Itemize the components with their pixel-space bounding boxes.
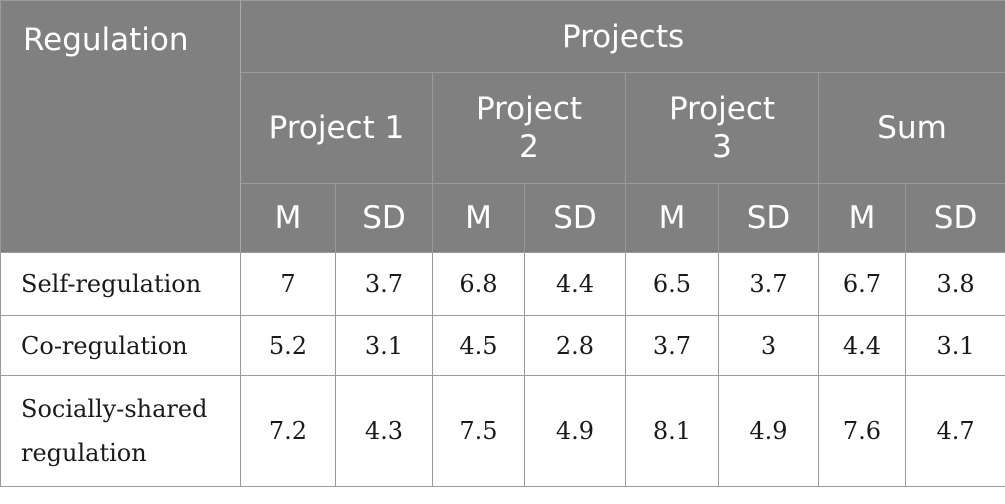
sum-sd-header: SD — [904, 183, 1005, 253]
project-1-sd-header: SD — [335, 183, 433, 253]
row-label-line-2: regulation — [21, 439, 147, 467]
project-2-m-header: M — [432, 183, 525, 253]
projects-header: Projects — [239, 0, 1005, 73]
table-cell: 4.4 — [524, 252, 626, 316]
table-row: Self-regulation 7 3.7 6.8 4.4 6.5 3.7 6.… — [0, 252, 1005, 316]
table-cell: 3 — [718, 315, 819, 376]
table-cell: 4.9 — [524, 375, 626, 487]
project-2-header: Project 2 — [432, 72, 626, 184]
project-2-header-line-2: 2 — [519, 129, 539, 165]
project-3-header-line-1: Project — [668, 91, 776, 127]
sum-header: Sum — [817, 72, 1005, 184]
project-1-header: Project 1 — [240, 72, 433, 184]
table-cell: 3.1 — [904, 315, 1005, 376]
table-cell: 7.6 — [818, 375, 906, 487]
table-cell: 3.1 — [335, 315, 433, 376]
table-row: Co-regulation 5.2 3.1 4.5 2.8 3.7 3 4.4 … — [0, 315, 1005, 376]
table-cell: 4.4 — [818, 315, 906, 376]
table-cell: 7.5 — [432, 375, 525, 487]
row-label-line-1: Socially-shared — [21, 395, 208, 423]
table-cell: 3.8 — [904, 252, 1005, 316]
row-label-self-regulation: Self-regulation — [0, 252, 241, 316]
project-3-sd-header: SD — [718, 183, 819, 253]
sum-header-line: Sum — [877, 110, 947, 146]
table-cell: 4.3 — [335, 375, 433, 487]
project-3-header-line-2: 3 — [712, 129, 732, 165]
table-cell: 3.7 — [718, 252, 819, 316]
table-cell: 4.9 — [718, 375, 819, 487]
regulation-header: Regulation — [0, 0, 241, 253]
table-cell: 5.2 — [240, 315, 336, 376]
sum-m-header: M — [818, 183, 906, 253]
table-row: Socially-shared regulation 7.2 4.3 7.5 4… — [0, 375, 1005, 487]
row-label-socially-shared-regulation: Socially-shared regulation — [0, 375, 241, 487]
project-1-header-line: Project 1 — [268, 110, 405, 146]
table-cell: 3.7 — [625, 315, 719, 376]
row-label-co-regulation: Co-regulation — [0, 315, 241, 376]
table-cell: 3.7 — [335, 252, 433, 316]
project-3-header: Project 3 — [625, 72, 819, 184]
table-cell: 7.2 — [240, 375, 336, 487]
table-cell: 8.1 — [625, 375, 719, 487]
table-cell: 6.5 — [625, 252, 719, 316]
regulation-projects-table: Regulation Projects Project 1 Project 2 … — [0, 0, 1005, 487]
project-2-header-line-1: Project — [475, 91, 583, 127]
table-cell: 4.5 — [432, 315, 525, 376]
table-cell: 2.8 — [524, 315, 626, 376]
table-cell: 6.8 — [432, 252, 525, 316]
table-cell: 6.7 — [818, 252, 906, 316]
project-1-m-header: M — [240, 183, 336, 253]
project-3-m-header: M — [625, 183, 719, 253]
project-2-sd-header: SD — [524, 183, 626, 253]
table-cell: 4.7 — [904, 375, 1005, 487]
table-cell: 7 — [240, 252, 336, 316]
